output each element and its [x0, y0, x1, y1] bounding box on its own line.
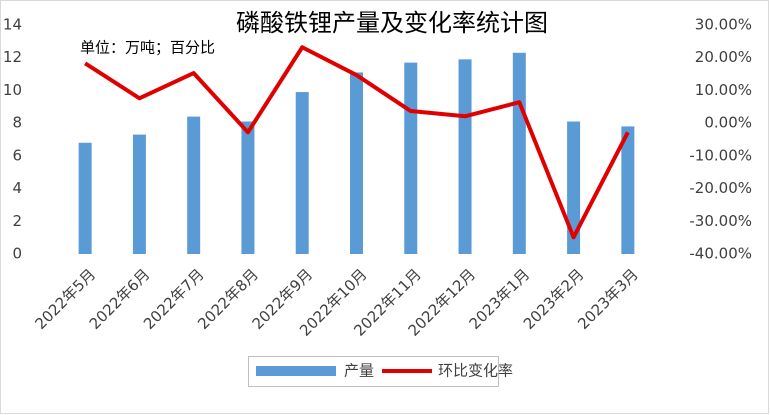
y2-tick-label: 20.00%	[695, 48, 752, 66]
bar	[567, 121, 581, 254]
bar	[132, 134, 146, 254]
legend-swatch	[256, 366, 336, 376]
y-tick-label: 4	[12, 179, 22, 197]
y-tick-label: 0	[12, 245, 22, 263]
bar	[241, 121, 255, 254]
y-tick-label: 8	[12, 114, 22, 132]
y2-tick-label: 10.00%	[695, 81, 752, 99]
bar	[458, 59, 472, 254]
y-tick-label: 12	[3, 48, 22, 66]
chart-title: 磷酸铁锂产量及变化率统计图	[236, 9, 548, 37]
y-tick-label: 10	[3, 81, 22, 99]
y2-tick-label: -40.00%	[689, 245, 752, 263]
y2-tick-label: 30.00%	[695, 16, 752, 34]
bar	[350, 72, 363, 254]
y2-tick-label: -30.00%	[689, 212, 752, 230]
bar	[295, 92, 309, 254]
legend-label: 产量	[344, 362, 374, 380]
bar	[512, 52, 526, 254]
y2-tick-label: -20.00%	[689, 179, 752, 197]
bar	[404, 62, 418, 254]
y-tick-label: 2	[12, 212, 22, 230]
y2-tick-label: -10.00%	[689, 146, 752, 164]
line	[84, 45, 630, 240]
y-tick-label: 6	[12, 146, 22, 164]
bar	[621, 126, 635, 254]
legend-box	[248, 356, 499, 387]
bar	[187, 116, 201, 254]
chart-subtitle: 单位：万吨；百分比	[80, 39, 215, 57]
legend-label: 环比变化率	[438, 362, 513, 380]
y2-tick-label: 0.00%	[704, 114, 752, 132]
bar	[78, 142, 92, 254]
y-tick-label: 14	[3, 16, 22, 34]
